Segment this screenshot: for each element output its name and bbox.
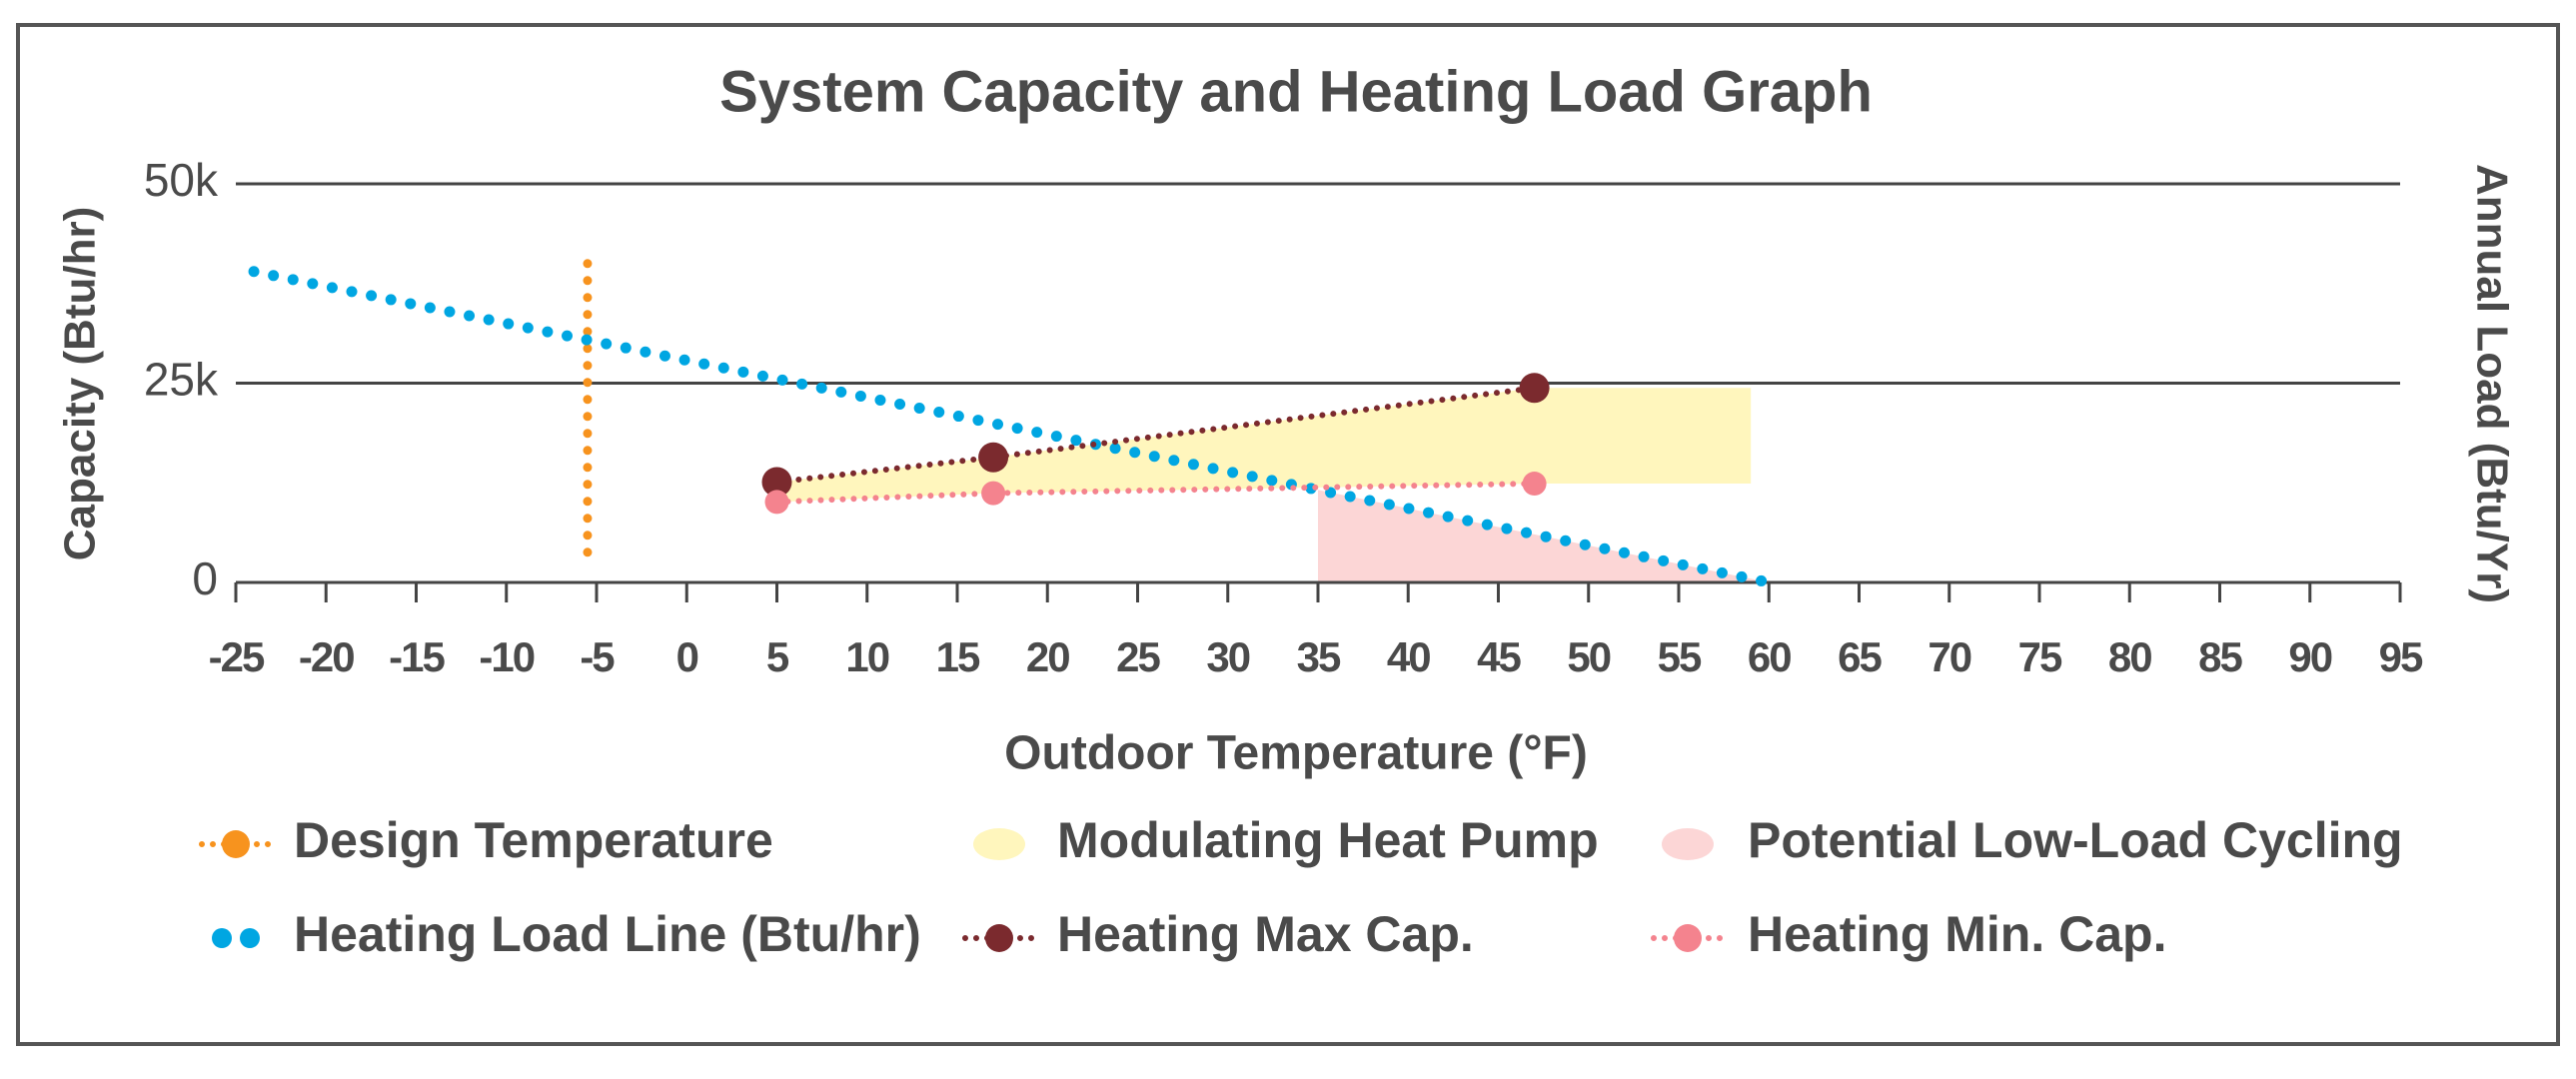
y-axis-label: Capacity (Btu/hr) xyxy=(56,207,105,560)
legend-label: Potential Low-Load Cycling xyxy=(1748,812,2403,868)
chart-title: System Capacity and Heating Load Graph xyxy=(719,59,1873,124)
x-axis-label: Outdoor Temperature (°F) xyxy=(1004,727,1588,780)
point xyxy=(1519,373,1550,404)
legend-label: Heating Max Cap. xyxy=(1057,906,1474,962)
x-tick-label: 30 xyxy=(1206,633,1249,680)
x-tick-label: 90 xyxy=(2288,633,2331,680)
x-tick-label: 40 xyxy=(1387,633,1430,680)
x-tick-label: 85 xyxy=(2198,633,2242,680)
x-tick-label: 15 xyxy=(936,633,980,680)
frame xyxy=(16,23,2560,1046)
x-tick-label: -15 xyxy=(389,633,445,680)
y-tick-label: 25k xyxy=(144,354,219,406)
legend-swatch xyxy=(222,830,250,858)
x-tick-label: -10 xyxy=(479,633,534,680)
x-tick-label: -5 xyxy=(580,633,615,680)
x-tick-label: 70 xyxy=(1928,633,1970,680)
legend-label: Heating Min. Cap. xyxy=(1748,906,2166,962)
point xyxy=(981,481,1006,506)
x-tick-label: 75 xyxy=(2018,633,2062,680)
y-tick-label: 50k xyxy=(144,154,219,206)
legend-swatch xyxy=(240,928,260,948)
x-tick-label: 20 xyxy=(1026,633,1069,680)
legend-swatch xyxy=(973,828,1025,860)
x-tick-label: 80 xyxy=(2108,633,2151,680)
legend-swatch xyxy=(212,928,232,948)
x-tick-label: -20 xyxy=(299,633,354,680)
x-tick-label: 5 xyxy=(766,633,789,680)
point xyxy=(978,442,1009,473)
x-tick-label: 25 xyxy=(1116,633,1160,680)
y2-axis-label: Annual Load (Btu/Yr) xyxy=(2467,164,2516,603)
x-tick-label: 55 xyxy=(1658,633,1702,680)
legend-label: Design Temperature xyxy=(294,812,773,868)
x-tick-label: 50 xyxy=(1567,633,1610,680)
legend-label: Modulating Heat Pump xyxy=(1057,812,1599,868)
point xyxy=(764,490,789,515)
legend-swatch xyxy=(1662,828,1714,860)
x-tick-label: 10 xyxy=(845,633,888,680)
legend-label: Heating Load Line (Btu/hr) xyxy=(294,906,921,962)
legend-swatch xyxy=(985,924,1013,952)
x-tick-label: 0 xyxy=(676,633,698,680)
x-tick-label: 95 xyxy=(2379,633,2423,680)
line xyxy=(248,266,1775,588)
x-tick-label: 60 xyxy=(1748,633,1791,680)
area xyxy=(776,388,1752,503)
y-tick-label: 0 xyxy=(192,552,218,604)
point xyxy=(1522,472,1547,497)
x-tick-label: 65 xyxy=(1838,633,1882,680)
x-tick-label: 35 xyxy=(1297,633,1341,680)
x-tick-label: -25 xyxy=(209,633,265,680)
x-tick-label: 45 xyxy=(1477,633,1521,680)
point xyxy=(761,467,792,498)
legend-swatch xyxy=(1674,924,1702,952)
